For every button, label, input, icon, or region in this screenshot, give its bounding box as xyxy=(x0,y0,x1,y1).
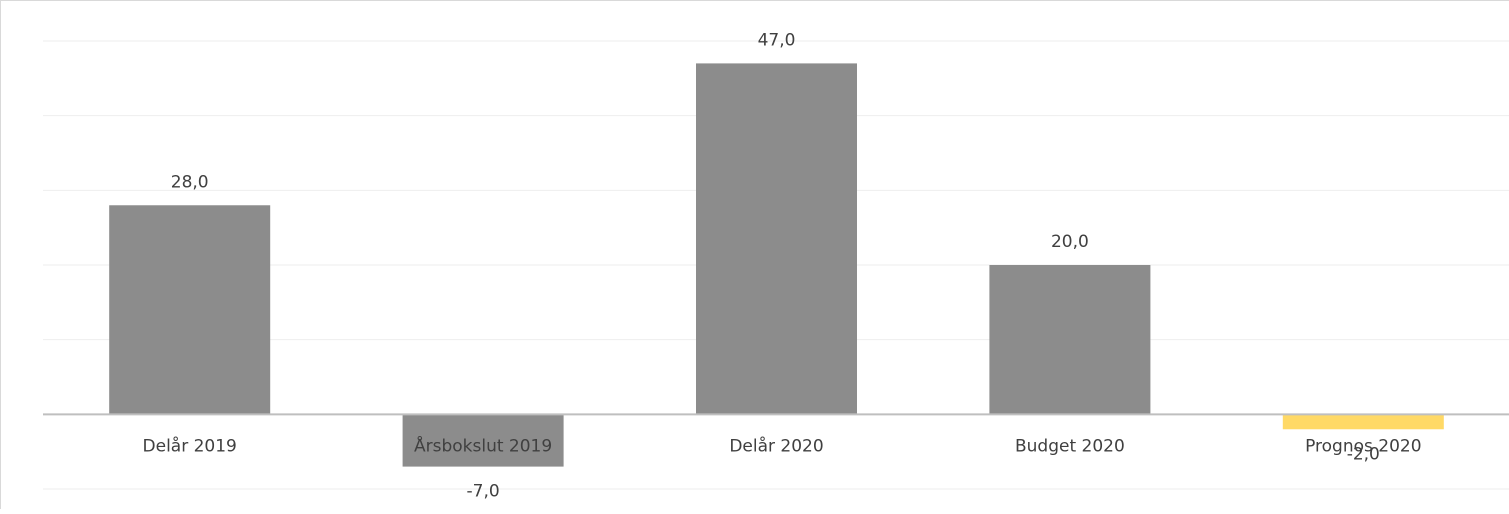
category-label: Prognos 2020 xyxy=(1305,436,1421,456)
bar-prognos-2020 xyxy=(1282,414,1444,430)
bar-budget-2020 xyxy=(989,265,1151,415)
bar-årsbokslut-2019 xyxy=(402,414,564,467)
category-label: Budget 2020 xyxy=(1015,436,1125,456)
bar-delår-2019 xyxy=(109,205,271,415)
category-labels: Delår 2019 Årsbokslut 2019 Delår 2020 Budge… xyxy=(143,434,1422,456)
bars xyxy=(109,63,1444,467)
category-label: Delår 2020 xyxy=(729,435,823,456)
data-labels: 28,0 -7,0 47,0 20,0 -2,0 xyxy=(171,30,1380,501)
category-label: Årsbokslut 2019 xyxy=(414,434,552,456)
data-label: 28,0 xyxy=(171,172,209,192)
category-label: Delår 2019 xyxy=(143,435,237,456)
bar-delår-2020 xyxy=(696,63,857,415)
data-label: 47,0 xyxy=(758,30,796,50)
data-label: 20,0 xyxy=(1051,232,1089,252)
data-label: -7,0 xyxy=(467,482,500,502)
data-label: -2,0 xyxy=(1347,444,1380,464)
